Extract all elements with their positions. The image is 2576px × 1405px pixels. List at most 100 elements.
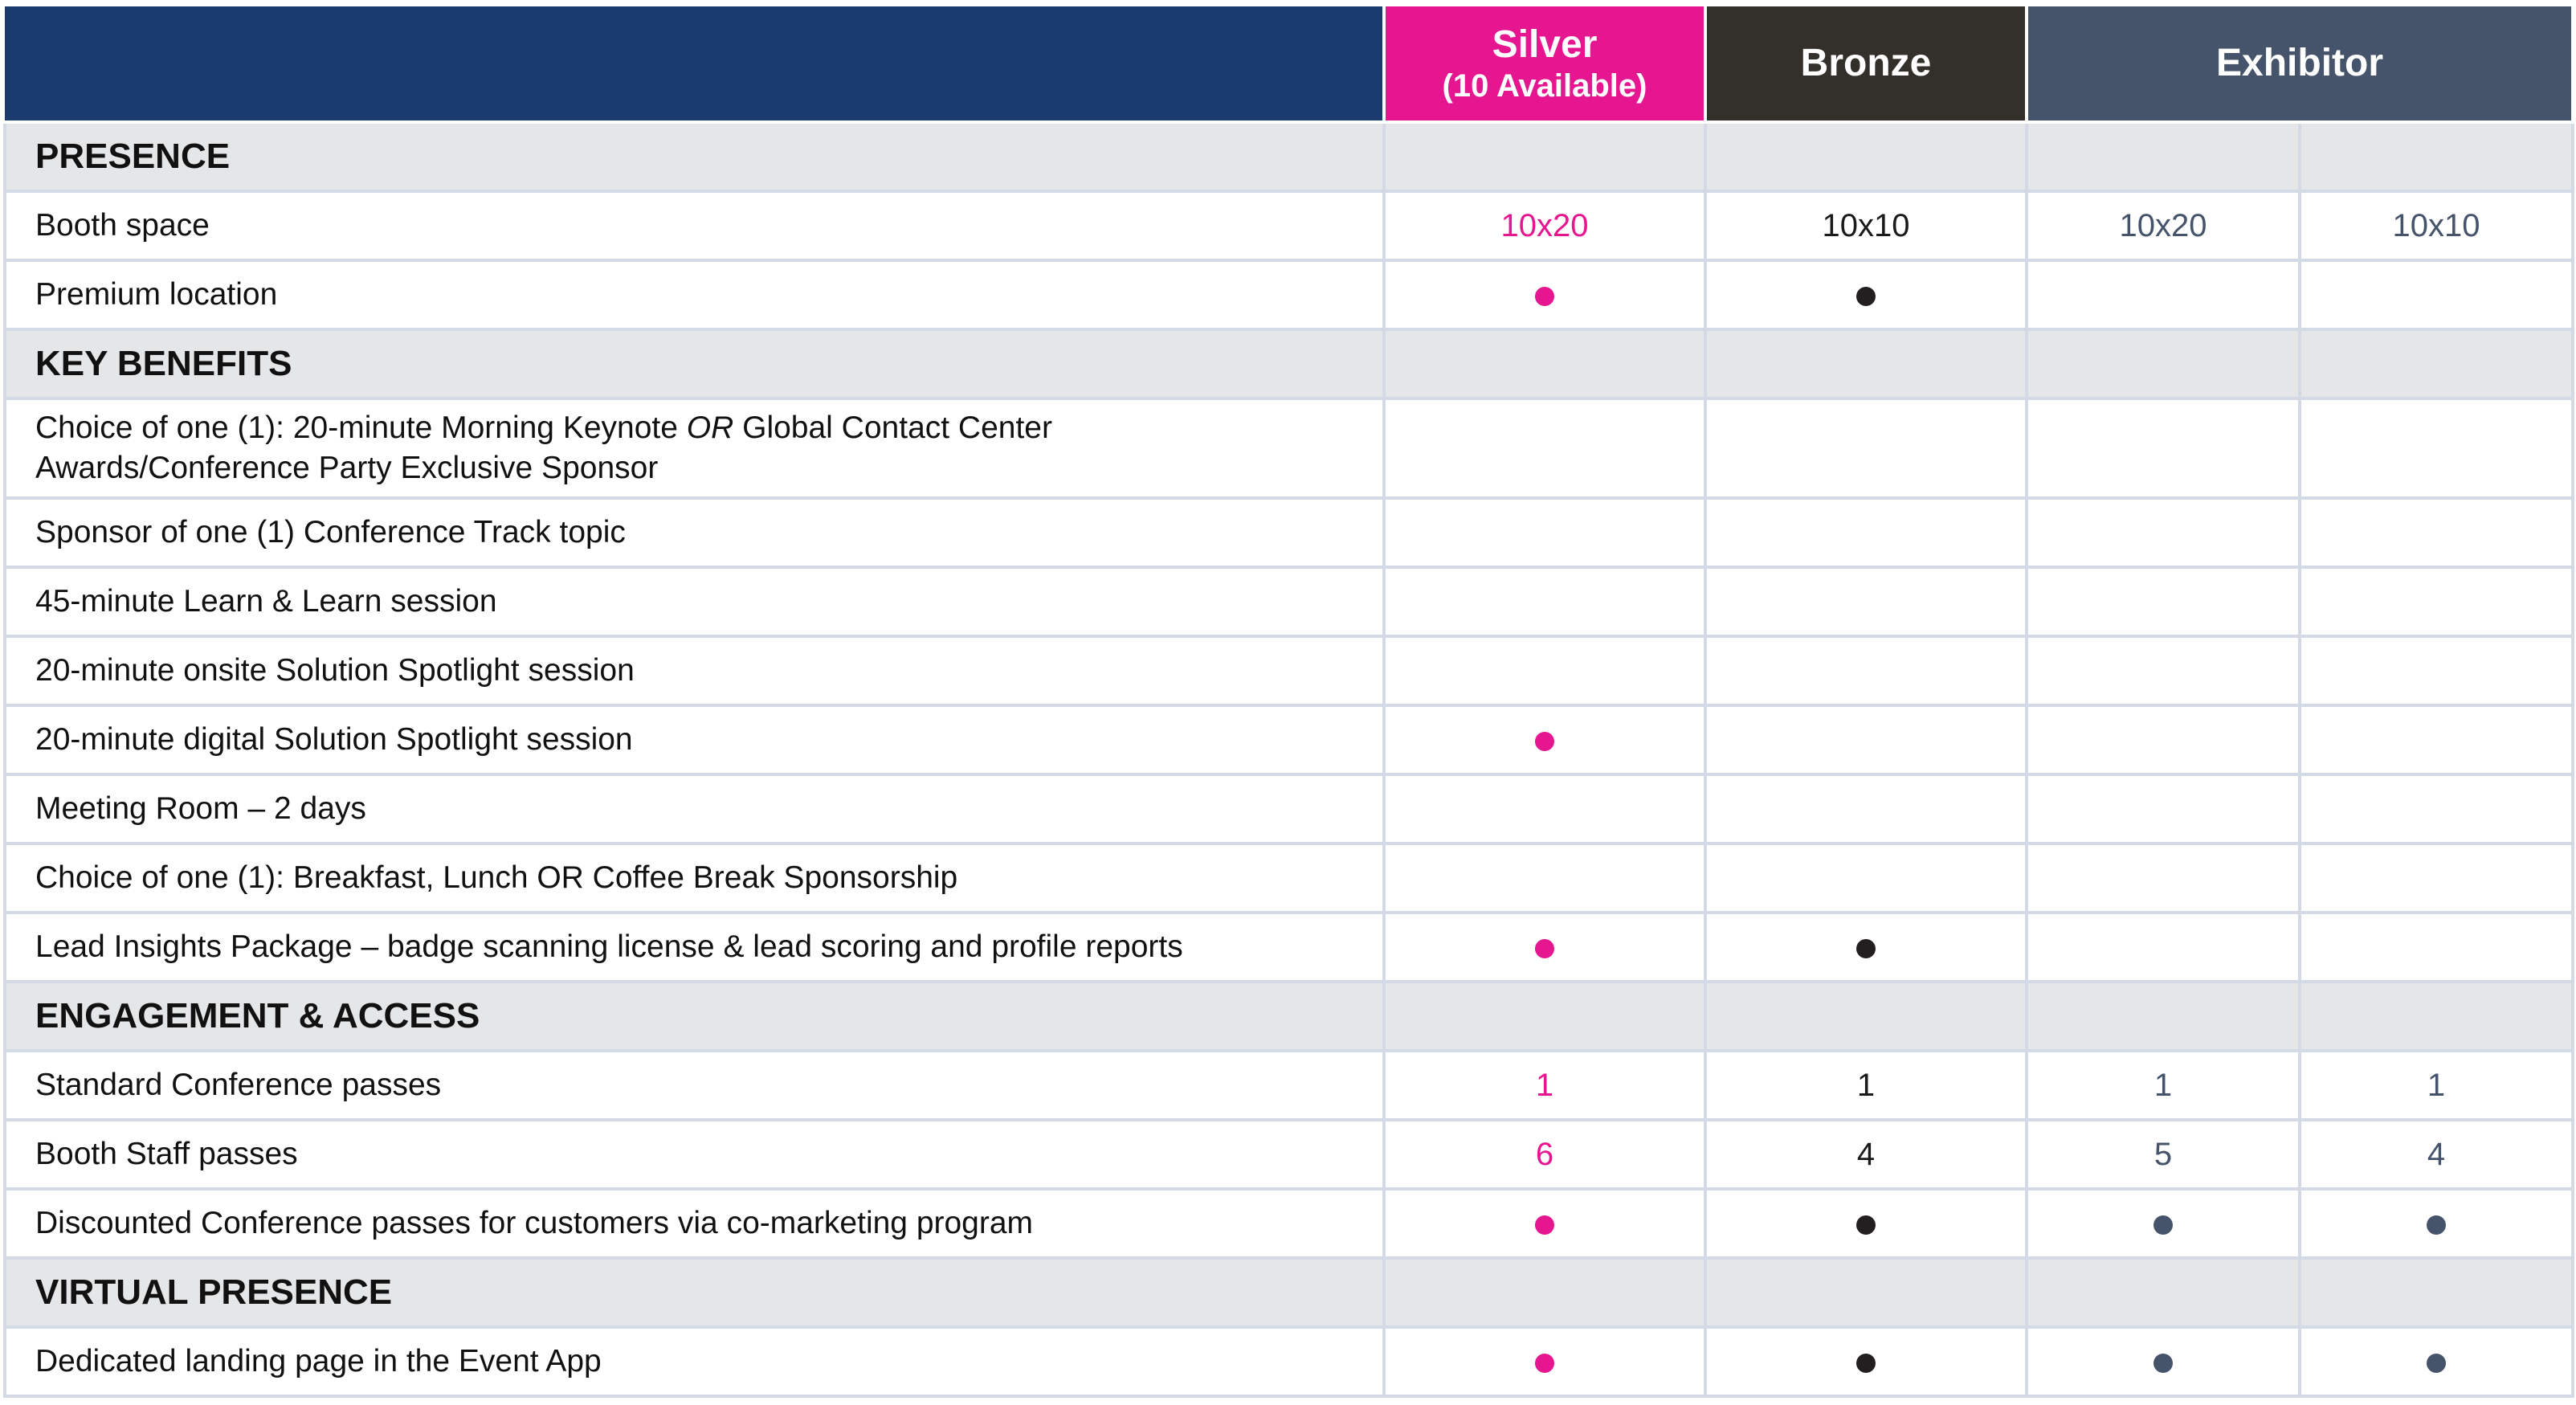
section-cell <box>2025 120 2301 193</box>
tier-header-bronze: Bronze <box>1704 3 2028 124</box>
exhibitor-mark-cell <box>2297 1325 2575 1398</box>
included-dot-icon <box>1535 286 1554 306</box>
row-label-text: Global Contact Center <box>733 410 1052 445</box>
silver-mark-cell <box>1382 1325 1707 1398</box>
exhibitor-mark-cell <box>2297 496 2575 569</box>
sponsorship-comparison-table: Silver (10 Available) Bronze Exhibitor P… <box>3 3 2575 1398</box>
exhibitor-mark-cell <box>2297 1187 2575 1260</box>
tier-availability-silver: (10 Available) <box>1442 68 1647 104</box>
bronze-mark-cell <box>1704 1325 2028 1398</box>
section-row-presence: PRESENCE <box>3 120 2575 193</box>
row-label: Booth Staff passes <box>3 1118 1386 1191</box>
row-label-text: Awards/Conference Party Exclusive Sponso… <box>35 451 659 485</box>
row-label: Sponsor of one (1) Conference Track topi… <box>3 496 1386 569</box>
exhibitor-value: 5 <box>2025 1118 2301 1191</box>
section-title: KEY BENEFITS <box>3 328 1386 400</box>
table-row: Meeting Room – 2 days <box>3 773 2575 845</box>
section-cell <box>1382 1256 1707 1329</box>
section-cell <box>1382 980 1707 1052</box>
table-row: Sponsor of one (1) Conference Track topi… <box>3 496 2575 569</box>
section-cell <box>1704 328 2028 400</box>
exhibitor-mark-cell <box>2025 496 2301 569</box>
section-cell <box>1382 328 1707 400</box>
row-label: Choice of one (1): 20-minute Morning Key… <box>3 397 1386 500</box>
tier-header-row: Silver (10 Available) Bronze Exhibitor <box>5 3 2575 124</box>
section-cell <box>2297 980 2575 1052</box>
bronze-mark-cell <box>1704 704 2028 776</box>
row-label: 20-minute onsite Solution Spotlight sess… <box>3 635 1386 707</box>
section-row-engagement-access: ENGAGEMENT & ACCESS <box>3 980 2575 1052</box>
bronze-mark-cell <box>1704 259 2028 331</box>
table-row: Booth space 10x20 10x10 10x20 10x10 <box>3 190 2575 262</box>
row-label: Discounted Conference passes for custome… <box>3 1187 1386 1260</box>
section-title: PRESENCE <box>3 120 1386 193</box>
silver-value: 6 <box>1382 1118 1707 1191</box>
exhibitor-mark-cell <box>2297 635 2575 707</box>
bronze-mark-cell <box>1704 496 2028 569</box>
silver-mark-cell <box>1382 566 1707 638</box>
exhibitor-mark-cell <box>2025 635 2301 707</box>
silver-mark-cell <box>1382 704 1707 776</box>
row-label-text: Choice of one (1): 20-minute Morning Key… <box>35 410 687 445</box>
exhibitor-value: 10x20 <box>2025 190 2301 262</box>
section-cell <box>2297 120 2575 193</box>
included-dot-icon <box>2427 1215 2446 1235</box>
exhibitor-value: 10x10 <box>2297 190 2575 262</box>
tier-header-silver: Silver (10 Available) <box>1382 3 1707 124</box>
bronze-mark-cell <box>1704 911 2028 983</box>
bronze-mark-cell <box>1704 1187 2028 1260</box>
sponsorship-comparison-sheet: Silver (10 Available) Bronze Exhibitor P… <box>3 3 2575 1398</box>
exhibitor-mark-cell <box>2025 911 2301 983</box>
included-dot-icon <box>1856 1215 1876 1235</box>
section-cell <box>1704 120 2028 193</box>
row-label: Dedicated landing page in the Event App <box>3 1325 1386 1398</box>
section-cell <box>2025 328 2301 400</box>
included-dot-icon <box>1856 286 1876 306</box>
bronze-mark-cell <box>1704 635 2028 707</box>
silver-value: 10x20 <box>1382 190 1707 262</box>
exhibitor-mark-cell <box>2297 259 2575 331</box>
exhibitor-mark-cell <box>2297 397 2575 500</box>
row-label: 45-minute Learn & Learn session <box>3 566 1386 638</box>
exhibitor-mark-cell <box>2025 1187 2301 1260</box>
section-cell <box>2025 1256 2301 1329</box>
bronze-value: 10x10 <box>1704 190 2028 262</box>
exhibitor-mark-cell <box>2297 566 2575 638</box>
section-cell <box>1382 120 1707 193</box>
bronze-value: 1 <box>1704 1049 2028 1121</box>
exhibitor-value: 4 <box>2297 1118 2575 1191</box>
table-row: 20-minute onsite Solution Spotlight sess… <box>3 635 2575 707</box>
silver-mark-cell <box>1382 911 1707 983</box>
bronze-mark-cell <box>1704 566 2028 638</box>
table-row: Choice of one (1): 20-minute Morning Key… <box>3 397 2575 500</box>
silver-mark-cell <box>1382 1187 1707 1260</box>
tier-header-exhibitor: Exhibitor <box>2024 3 2575 124</box>
section-cell <box>2297 1256 2575 1329</box>
row-label: 20-minute digital Solution Spotlight ses… <box>3 704 1386 776</box>
included-dot-icon <box>2427 1353 2446 1373</box>
row-label-emphasis: OR <box>686 410 734 445</box>
exhibitor-mark-cell <box>2297 911 2575 983</box>
silver-mark-cell <box>1382 635 1707 707</box>
table-row: Premium location <box>3 259 2575 331</box>
included-dot-icon <box>2153 1215 2173 1235</box>
included-dot-icon <box>1535 1215 1554 1235</box>
silver-mark-cell <box>1382 496 1707 569</box>
included-dot-icon <box>1856 1353 1876 1373</box>
included-dot-icon <box>1535 1353 1554 1373</box>
exhibitor-mark-cell <box>2297 842 2575 914</box>
bronze-mark-cell <box>1704 397 2028 500</box>
row-label: Booth space <box>3 190 1386 262</box>
exhibitor-mark-cell <box>2297 773 2575 845</box>
row-label: Choice of one (1): Breakfast, Lunch OR C… <box>3 842 1386 914</box>
silver-value: 1 <box>1382 1049 1707 1121</box>
included-dot-icon <box>1856 938 1876 958</box>
exhibitor-mark-cell <box>2025 1325 2301 1398</box>
tier-name-silver: Silver <box>1492 23 1598 66</box>
silver-mark-cell <box>1382 397 1707 500</box>
section-cell <box>2025 980 2301 1052</box>
table-row: Discounted Conference passes for custome… <box>3 1187 2575 1260</box>
bronze-value: 4 <box>1704 1118 2028 1191</box>
exhibitor-mark-cell <box>2025 773 2301 845</box>
row-label: Lead Insights Package – badge scanning l… <box>3 911 1386 983</box>
